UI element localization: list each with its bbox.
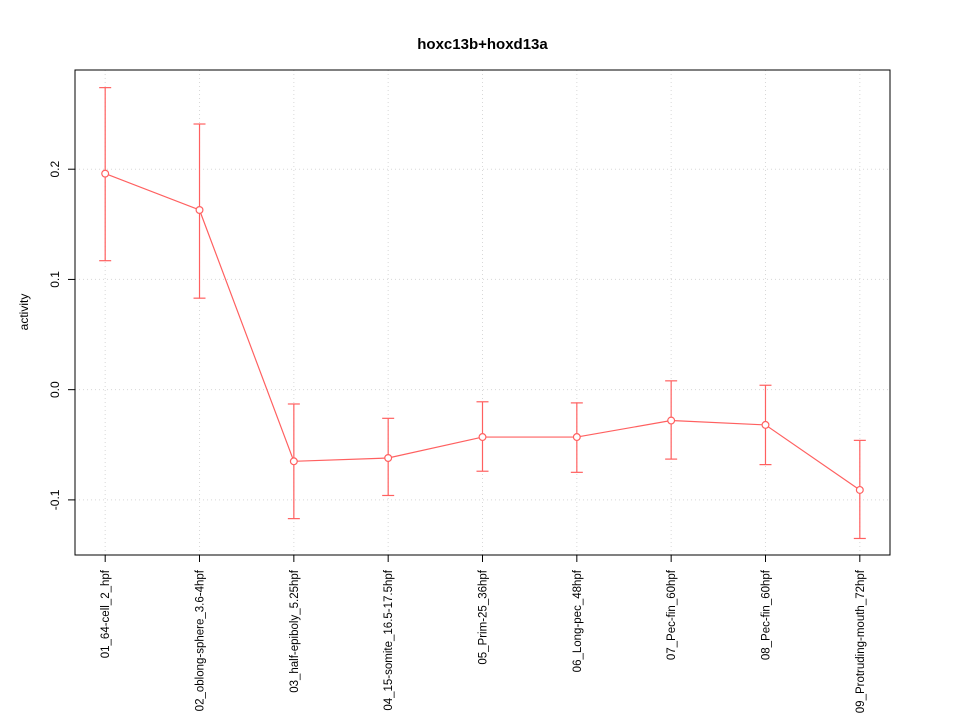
- x-tick-label: 06_Long-pec_48hpf: [572, 569, 584, 672]
- data-point: [667, 416, 676, 425]
- x-tick-label: 05_Prim-25_36hpf: [478, 569, 490, 664]
- chart-title: hoxc13b+hoxd13a: [417, 36, 548, 53]
- data-point: [478, 433, 487, 442]
- y-tick-label: 0.2: [48, 161, 62, 178]
- x-tick-label: 03_half-epiboly_5.25hpf: [289, 569, 301, 693]
- y-tick-label: -0.1: [48, 489, 62, 510]
- data-point: [855, 485, 864, 494]
- x-tick-label: 04_15-somite_16.5-17.5hpf: [383, 569, 395, 710]
- data-point: [572, 433, 581, 442]
- data-point: [761, 420, 770, 429]
- x-tick-label: 08_Pec-fin_60hpf: [760, 569, 772, 660]
- data-point: [101, 169, 110, 178]
- x-tick-label: 09_Protruding-mouth_72hpf: [855, 569, 867, 713]
- x-tick-label: 07_Pec-fin_60hpf: [666, 569, 678, 660]
- x-tick-label: 01_64-cell_2_hpf: [100, 569, 112, 658]
- y-axis-label: activity: [17, 293, 31, 331]
- data-point: [195, 205, 204, 214]
- data-point: [289, 457, 298, 466]
- x-tick-label: 02_oblong-sphere_3.6-4hpf: [195, 569, 207, 711]
- y-tick-label: 0.1: [48, 271, 62, 288]
- data-point: [384, 454, 393, 463]
- y-tick-label: 0.0: [48, 381, 62, 398]
